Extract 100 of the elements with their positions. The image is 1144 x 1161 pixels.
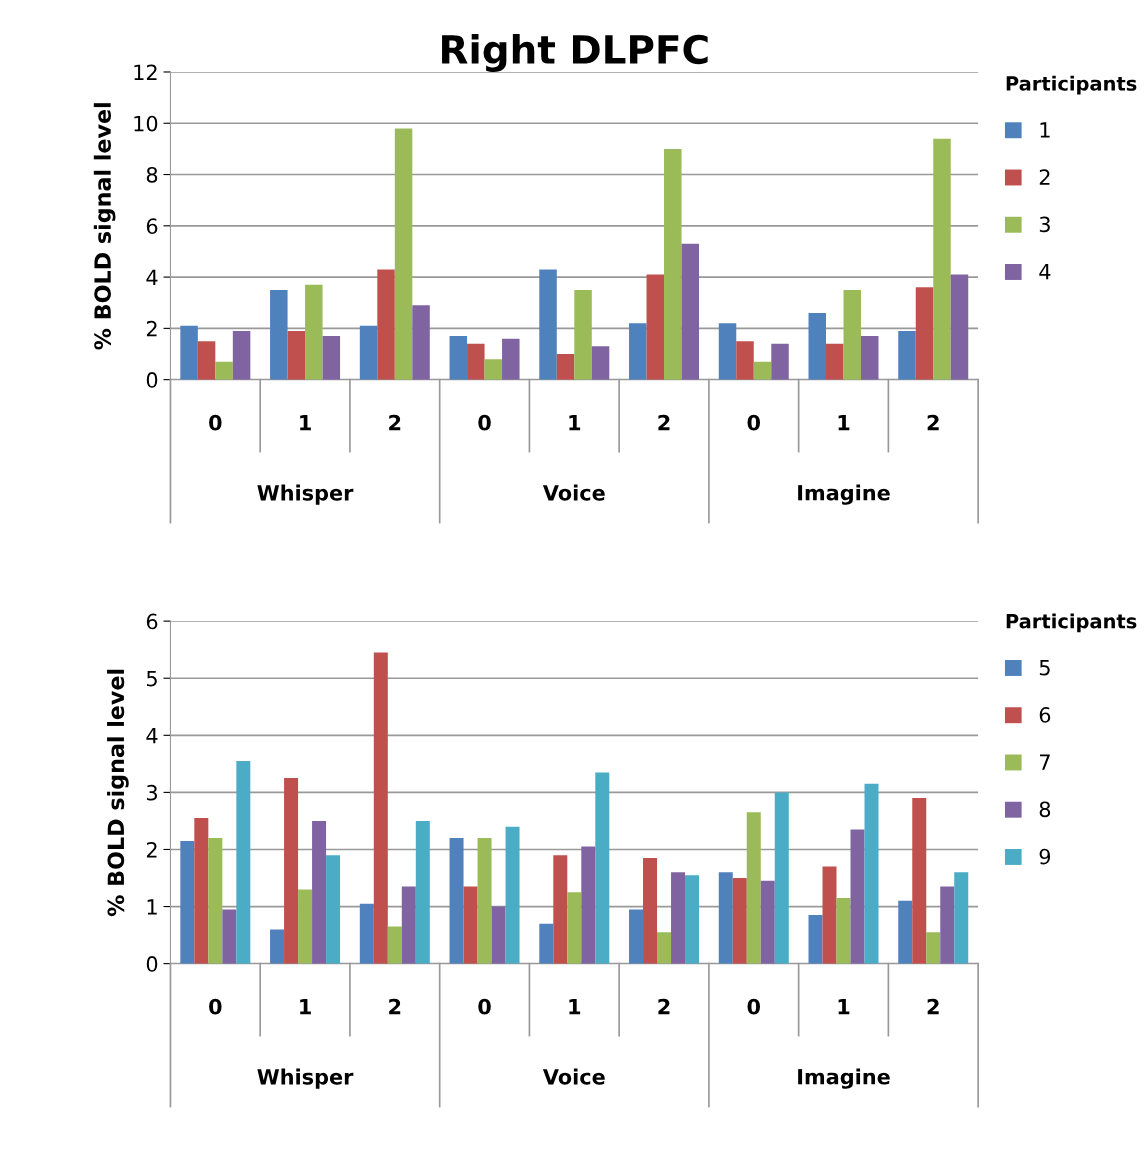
x-tick-label: 1	[838, 415, 850, 431]
bar	[180, 325, 198, 380]
bar	[449, 336, 468, 380]
bar	[681, 243, 700, 380]
bar	[826, 343, 844, 380]
x-tick-label: 0	[478, 998, 491, 1015]
bar	[746, 812, 761, 964]
y-tick-label: 6	[146, 218, 158, 235]
y-tick-label: 8	[146, 166, 158, 183]
bar	[467, 343, 485, 380]
legend-label: 8	[1039, 801, 1051, 818]
bar	[502, 338, 520, 380]
y-axis-title: % BOLD signal level	[107, 669, 129, 917]
bar	[484, 359, 503, 380]
bar	[312, 820, 327, 964]
y-tick-label: 2	[146, 320, 157, 337]
y-tick-label: 6	[146, 613, 158, 630]
x-tick-label: 0	[478, 414, 491, 431]
bar	[449, 838, 464, 964]
y-tick-label: 5	[147, 670, 157, 687]
bar	[898, 900, 913, 964]
bar	[808, 915, 823, 964]
y-tick-label: 0	[146, 956, 158, 972]
bar	[646, 274, 665, 380]
x-tick-label: 1	[569, 998, 581, 1015]
x-tick-label: 1	[300, 998, 311, 1015]
bar	[567, 892, 582, 964]
bar	[477, 838, 492, 964]
y-tick-label: 12	[134, 64, 157, 80]
bar	[194, 818, 209, 964]
x-tick-label: 2	[658, 998, 670, 1015]
x-tick-label: 2	[389, 998, 401, 1015]
bar	[236, 760, 251, 964]
x-tick-label: 1	[300, 415, 311, 431]
bar	[591, 346, 610, 380]
bar	[629, 323, 647, 380]
legend-title: Participants	[1006, 613, 1137, 633]
chart-title: Right DLPFC	[442, 34, 708, 72]
bar	[387, 926, 402, 964]
bar	[574, 289, 592, 380]
bar	[215, 361, 233, 380]
legend-title: Participants	[1006, 75, 1137, 95]
bar	[861, 336, 879, 380]
x-tick-label: 0	[209, 414, 222, 431]
bar	[270, 289, 288, 380]
x-tick-label: 2	[927, 414, 939, 431]
bar	[322, 336, 341, 380]
bar	[222, 909, 237, 964]
legend-label: 6	[1039, 707, 1051, 723]
x-tick-label: 2	[389, 414, 401, 431]
bar	[736, 341, 754, 380]
bar	[539, 269, 557, 380]
legend-label: 7	[1039, 754, 1050, 770]
x-tick-label: 2	[927, 998, 939, 1015]
bar	[732, 878, 747, 964]
text: Whisper	[257, 1068, 354, 1089]
legend-label: 9	[1039, 848, 1051, 865]
y-axis-title: % BOLD signal level	[93, 103, 116, 350]
bar	[197, 341, 216, 380]
y-tick-label: 1	[147, 899, 157, 915]
bar	[463, 886, 478, 964]
bar	[401, 886, 416, 964]
legend-label: 1	[1040, 122, 1050, 138]
bar	[933, 138, 951, 380]
bar	[180, 840, 195, 964]
bar	[685, 875, 700, 964]
bar	[843, 289, 862, 380]
text: Imagine	[798, 484, 890, 505]
bar	[836, 897, 851, 964]
bar	[664, 148, 682, 380]
bar	[926, 932, 941, 964]
x-tick-label: 2	[658, 414, 670, 431]
bar	[505, 826, 520, 964]
bar	[359, 903, 374, 964]
bar	[556, 354, 575, 380]
bar	[940, 886, 955, 964]
x-tick-label: 1	[838, 998, 850, 1015]
legend-label: 3	[1039, 216, 1050, 233]
bar	[808, 312, 827, 380]
bar	[359, 325, 378, 380]
bar	[581, 846, 596, 964]
text: Imagine	[798, 1068, 890, 1089]
bar	[415, 820, 430, 964]
bar	[643, 858, 658, 964]
legend-label: 4	[1039, 264, 1051, 280]
bar	[950, 274, 969, 380]
text: Whisper	[257, 484, 354, 505]
bar	[595, 772, 610, 964]
bar	[657, 932, 672, 964]
bar	[539, 923, 554, 964]
bar	[915, 287, 934, 380]
text: Voice	[542, 1068, 605, 1085]
text: Voice	[542, 484, 605, 501]
bar	[822, 866, 837, 964]
bar	[629, 909, 644, 964]
bar	[898, 330, 916, 380]
y-tick-label: 2	[146, 841, 157, 858]
bar	[270, 929, 285, 964]
bar	[208, 838, 223, 964]
bar	[326, 855, 341, 964]
